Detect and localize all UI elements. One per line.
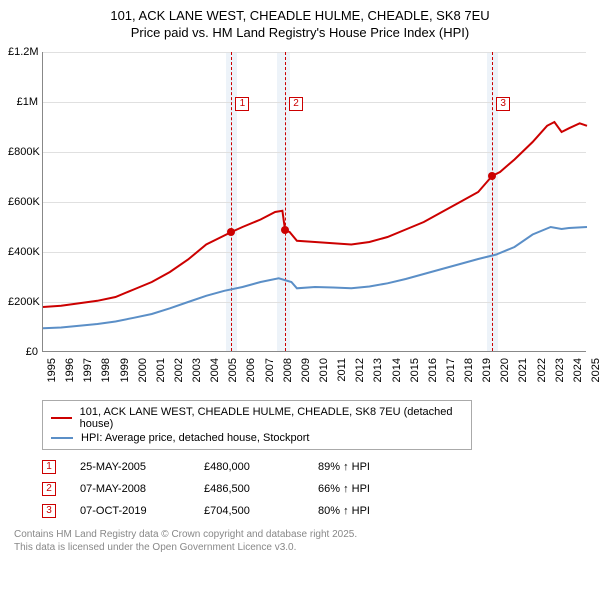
x-tick-label: 2018 bbox=[463, 358, 475, 382]
y-tick-label: £800K bbox=[8, 146, 38, 158]
sale-price: £704,500 bbox=[204, 505, 294, 517]
y-tick-label: £200K bbox=[8, 296, 38, 308]
x-tick-label: 2013 bbox=[372, 358, 384, 382]
x-tick-label: 2023 bbox=[554, 358, 566, 382]
x-tick-label: 2000 bbox=[137, 358, 149, 382]
sale-date: 07-MAY-2008 bbox=[80, 483, 180, 495]
y-tick-label: £600K bbox=[8, 196, 38, 208]
x-tick-label: 2021 bbox=[517, 358, 529, 382]
x-tick-label: 1996 bbox=[64, 358, 76, 382]
x-tick-label: 2002 bbox=[173, 358, 185, 382]
legend-row: 101, ACK LANE WEST, CHEADLE HULME, CHEAD… bbox=[51, 405, 463, 431]
sale-price: £480,000 bbox=[204, 461, 294, 473]
legend-label: HPI: Average price, detached house, Stoc… bbox=[81, 432, 310, 444]
x-tick-label: 2005 bbox=[227, 358, 239, 382]
sale-pct: 66% ↑ HPI bbox=[318, 483, 408, 495]
y-tick-label: £0 bbox=[8, 346, 38, 358]
sale-date: 07-OCT-2019 bbox=[80, 505, 180, 517]
x-tick-label: 2012 bbox=[354, 358, 366, 382]
x-tick-label: 2004 bbox=[209, 358, 221, 382]
y-tick-label: £1.2M bbox=[8, 46, 38, 58]
x-tick-label: 2011 bbox=[336, 358, 348, 382]
series-line bbox=[43, 122, 587, 307]
x-tick-label: 2019 bbox=[481, 358, 493, 382]
sale-row: 3 07-OCT-2019 £704,500 80% ↑ HPI bbox=[42, 500, 592, 522]
x-tick-label: 2022 bbox=[536, 358, 548, 382]
chart-container: 101, ACK LANE WEST, CHEADLE HULME, CHEAD… bbox=[0, 0, 600, 562]
y-tick-label: £1M bbox=[8, 96, 38, 108]
footer-line1: Contains HM Land Registry data © Crown c… bbox=[14, 528, 592, 541]
x-tick-label: 1997 bbox=[82, 358, 94, 382]
sale-pct: 89% ↑ HPI bbox=[318, 461, 408, 473]
legend: 101, ACK LANE WEST, CHEADLE HULME, CHEAD… bbox=[42, 400, 472, 450]
sale-dot bbox=[227, 228, 235, 236]
x-tick-label: 2024 bbox=[572, 358, 584, 382]
sale-pct: 80% ↑ HPI bbox=[318, 505, 408, 517]
x-tick-label: 2020 bbox=[499, 358, 511, 382]
x-tick-label: 2015 bbox=[409, 358, 421, 382]
x-tick-label: 2010 bbox=[318, 358, 330, 382]
footer-attribution: Contains HM Land Registry data © Crown c… bbox=[14, 528, 592, 554]
sale-date: 25-MAY-2005 bbox=[80, 461, 180, 473]
x-tick-label: 2008 bbox=[282, 358, 294, 382]
sale-row-marker: 1 bbox=[42, 460, 56, 474]
x-tick-label: 2006 bbox=[245, 358, 257, 382]
sale-marker-label: 3 bbox=[496, 97, 510, 111]
x-tick-label: 2016 bbox=[427, 358, 439, 382]
legend-row: HPI: Average price, detached house, Stoc… bbox=[51, 431, 463, 445]
x-tick-label: 1999 bbox=[119, 358, 131, 382]
plot-area: 1 2 3 bbox=[42, 52, 586, 352]
x-tick-label: 1995 bbox=[46, 358, 58, 382]
sale-row: 2 07-MAY-2008 £486,500 66% ↑ HPI bbox=[42, 478, 592, 500]
chart-area: 1 2 3 £0 £200K £400K £600K £800K £1M £1.2M 1995 199… bbox=[8, 48, 592, 388]
legend-label: 101, ACK LANE WEST, CHEADLE HULME, CHEAD… bbox=[80, 406, 463, 430]
sales-table: 1 25-MAY-2005 £480,000 89% ↑ HPI 2 07-MAY-200… bbox=[42, 456, 592, 522]
sale-row-marker: 3 bbox=[42, 504, 56, 518]
x-tick-label: 2007 bbox=[264, 358, 276, 382]
sale-marker-label: 2 bbox=[289, 97, 303, 111]
sale-dot bbox=[281, 226, 289, 234]
sale-dot bbox=[488, 172, 496, 180]
legend-swatch bbox=[51, 417, 72, 419]
x-tick-label: 2003 bbox=[191, 358, 203, 382]
x-tick-label: 2014 bbox=[391, 358, 403, 382]
x-tick-label: 2001 bbox=[155, 358, 167, 382]
sale-row-marker: 2 bbox=[42, 482, 56, 496]
x-tick-label: 2025 bbox=[590, 358, 600, 382]
x-tick-label: 2009 bbox=[300, 358, 312, 382]
x-tick-label: 1998 bbox=[100, 358, 112, 382]
legend-swatch bbox=[51, 437, 73, 439]
title-line2: Price paid vs. HM Land Registry's House … bbox=[8, 25, 592, 42]
footer-line2: This data is licensed under the Open Gov… bbox=[14, 541, 592, 554]
y-tick-label: £400K bbox=[8, 246, 38, 258]
chart-title: 101, ACK LANE WEST, CHEADLE HULME, CHEAD… bbox=[8, 8, 592, 42]
sale-marker-label: 1 bbox=[235, 97, 249, 111]
x-tick-label: 2017 bbox=[445, 358, 457, 382]
title-line1: 101, ACK LANE WEST, CHEADLE HULME, CHEAD… bbox=[8, 8, 592, 25]
sale-row: 1 25-MAY-2005 £480,000 89% ↑ HPI bbox=[42, 456, 592, 478]
sale-price: £486,500 bbox=[204, 483, 294, 495]
